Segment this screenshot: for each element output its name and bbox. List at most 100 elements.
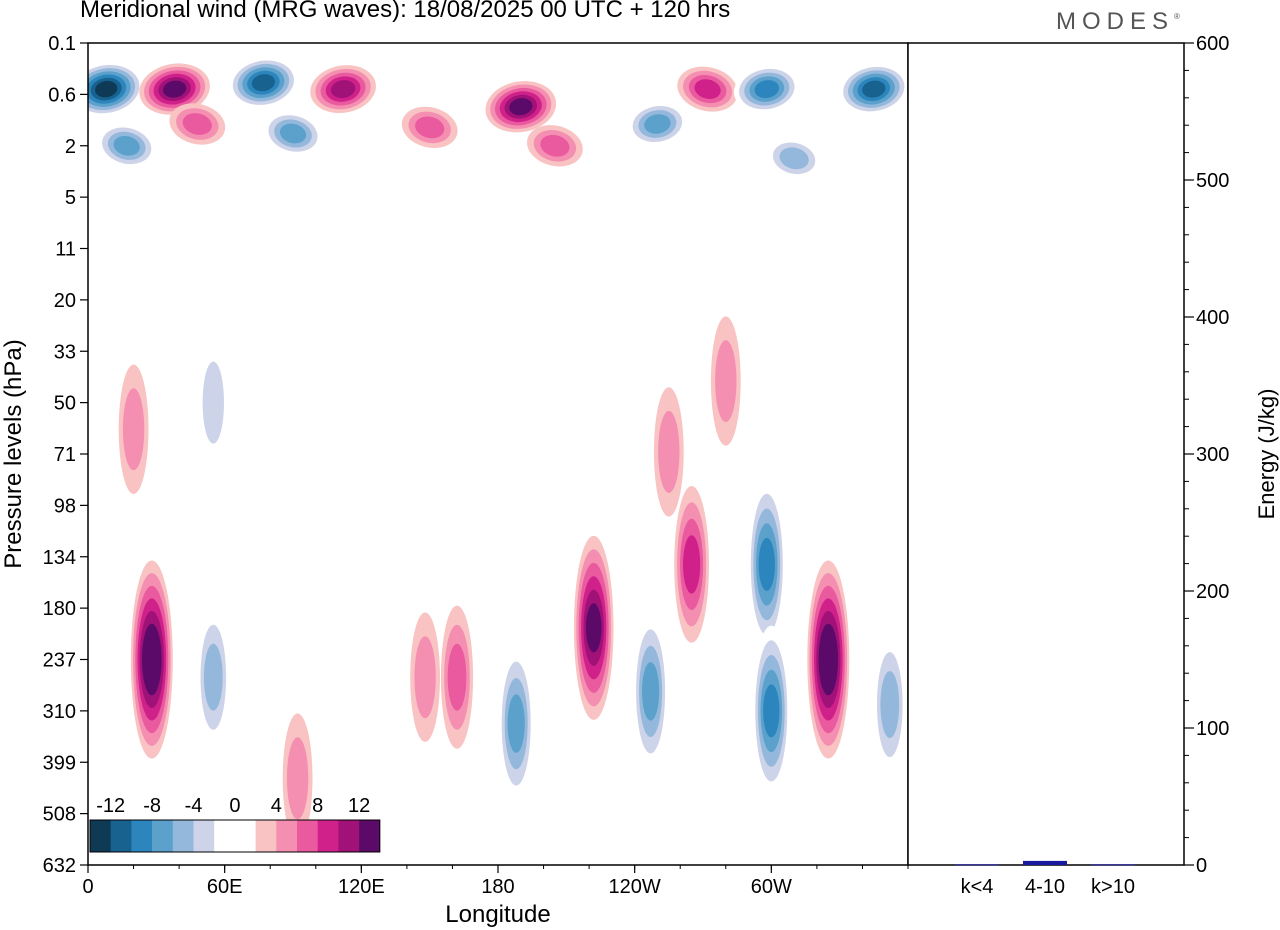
- energy-axis: 0 100 200 300 400 500 600: [1184, 33, 1229, 877]
- y-tick-label: 20: [54, 290, 76, 312]
- colorbar: -12 -8 -4 0 4 8 12: [89, 795, 381, 853]
- colorbar-swatch: [90, 820, 111, 852]
- y-axis-label: Pressure levels (hPa): [0, 339, 27, 568]
- energy-category-label: 4-10: [1025, 876, 1065, 898]
- colorbar-frame: [89, 819, 381, 853]
- contour-13-3: [779, 147, 809, 170]
- y-tick-label: 0.1: [48, 33, 76, 55]
- energy-tick-label: 200: [1196, 581, 1229, 603]
- x-tick-label: 0: [82, 876, 93, 898]
- colorbar-label: 4: [271, 795, 282, 817]
- x-axis: 0 60E 120E 180 120W 60W: [82, 865, 909, 898]
- colorbar-swatch: [152, 820, 174, 852]
- y-tick-label: 5: [65, 187, 76, 209]
- contour-29-2: [202, 361, 224, 444]
- y-tick-label: 399: [43, 752, 76, 774]
- colorbar-label: -12: [96, 795, 125, 817]
- contour-20-4: [507, 694, 525, 753]
- contour-21-6: [585, 603, 602, 653]
- y-tick-label: 71: [54, 444, 76, 466]
- energy-bar: [1091, 864, 1135, 866]
- brand-name: MODES: [1056, 8, 1175, 35]
- contour-8-6: [509, 98, 533, 116]
- energy-bars: k<4 4-10 k>10: [955, 860, 1135, 898]
- contour-27-3: [880, 671, 900, 739]
- energy-tick-label: 500: [1196, 170, 1229, 192]
- colorbar-swatch: [359, 820, 381, 852]
- contour-23-4: [683, 535, 701, 594]
- contour-0-7: [95, 80, 118, 98]
- x-tick-label: 60W: [751, 876, 792, 898]
- y-axis: 0.1 0.6 2 5 11 20 33 50 71 98 134 180 237 310 399 508 63…: [43, 33, 88, 877]
- y-tick-label: 632: [43, 855, 76, 877]
- contour-25-5: [763, 684, 780, 738]
- energy-bar: [1023, 860, 1067, 865]
- contour-16-3: [203, 643, 223, 711]
- contour-9-3: [540, 134, 570, 157]
- colorbar-swatch: [172, 820, 194, 852]
- energy-category-label: k>10: [1091, 876, 1135, 898]
- contour-15-7: [144, 636, 160, 683]
- y-tick-label: 0.6: [48, 84, 76, 106]
- colorbar-label: 12: [348, 795, 370, 817]
- x-tick-label: 180: [481, 876, 514, 898]
- energy-category-label: k<4: [961, 876, 994, 898]
- colorbar-swatch: [131, 820, 153, 852]
- colorbar-label: 8: [312, 795, 323, 817]
- energy-bar: [955, 864, 999, 866]
- colorbar-swatch: [317, 820, 339, 852]
- side-panel-frame: [907, 42, 1185, 866]
- colorbar-swatch: [110, 820, 132, 852]
- y-tick-label: 237: [43, 650, 76, 672]
- contour-5-4: [279, 123, 307, 144]
- energy-tick-label: 100: [1196, 718, 1229, 740]
- energy-tick-label: 300: [1196, 444, 1229, 466]
- contour-3-3: [182, 113, 212, 135]
- colorbar-label: -8: [143, 795, 161, 817]
- contour-6-5: [330, 80, 356, 99]
- contour-10-4: [644, 114, 671, 134]
- contour-26-7: [820, 636, 836, 683]
- energy-tick-label: 400: [1196, 307, 1229, 329]
- contour-1-4: [113, 135, 140, 156]
- y-tick-label: 134: [43, 547, 76, 569]
- colorbar-label: -4: [185, 795, 203, 817]
- colorbar-label: 0: [229, 795, 240, 817]
- chart-title: Meridional wind (MRG waves): 18/08/2025 …: [80, 0, 731, 23]
- energy-axis-label: Energy (J/kg): [1254, 389, 1279, 520]
- x-tick-label: 120W: [609, 876, 661, 898]
- x-axis-label: Longitude: [445, 901, 550, 928]
- colorbar-swatch: [193, 820, 215, 852]
- y-tick-label: 50: [54, 393, 76, 415]
- y-tick-label: 11: [55, 239, 76, 261]
- colorbar-swatch: [255, 820, 277, 852]
- contour-2-6: [162, 80, 187, 98]
- contour-7-3: [415, 116, 445, 139]
- energy-tick-label: 600: [1196, 33, 1229, 55]
- colorbar-swatch: [214, 820, 236, 852]
- contour-14-6: [862, 80, 886, 98]
- contour-19-3: [447, 643, 467, 711]
- contour-30-2: [122, 388, 145, 471]
- brand-logo: MODES®: [1056, 8, 1180, 36]
- x-tick-label: 120E: [338, 876, 385, 898]
- contour-12-5: [754, 80, 780, 99]
- y-tick-label: 508: [43, 804, 76, 826]
- contour-24-5: [758, 537, 775, 591]
- energy-tick-label: 0: [1196, 855, 1207, 877]
- contour-28-2: [658, 410, 680, 493]
- y-tick-label: 98: [54, 495, 76, 517]
- x-tick-label: 60E: [207, 876, 243, 898]
- y-tick-label: 33: [54, 341, 76, 363]
- contour-31-2: [715, 340, 737, 423]
- contour-17-2: [286, 737, 309, 820]
- registered-mark-icon: ®: [1174, 12, 1180, 21]
- y-tick-label: 310: [43, 701, 76, 723]
- colorbar-swatch: [276, 820, 298, 852]
- colorbar-swatch: [234, 820, 256, 852]
- y-tick-label: 2: [65, 136, 76, 158]
- contour-22-4: [642, 662, 660, 721]
- y-tick-label: 180: [43, 598, 76, 620]
- colorbar-swatch: [338, 820, 360, 852]
